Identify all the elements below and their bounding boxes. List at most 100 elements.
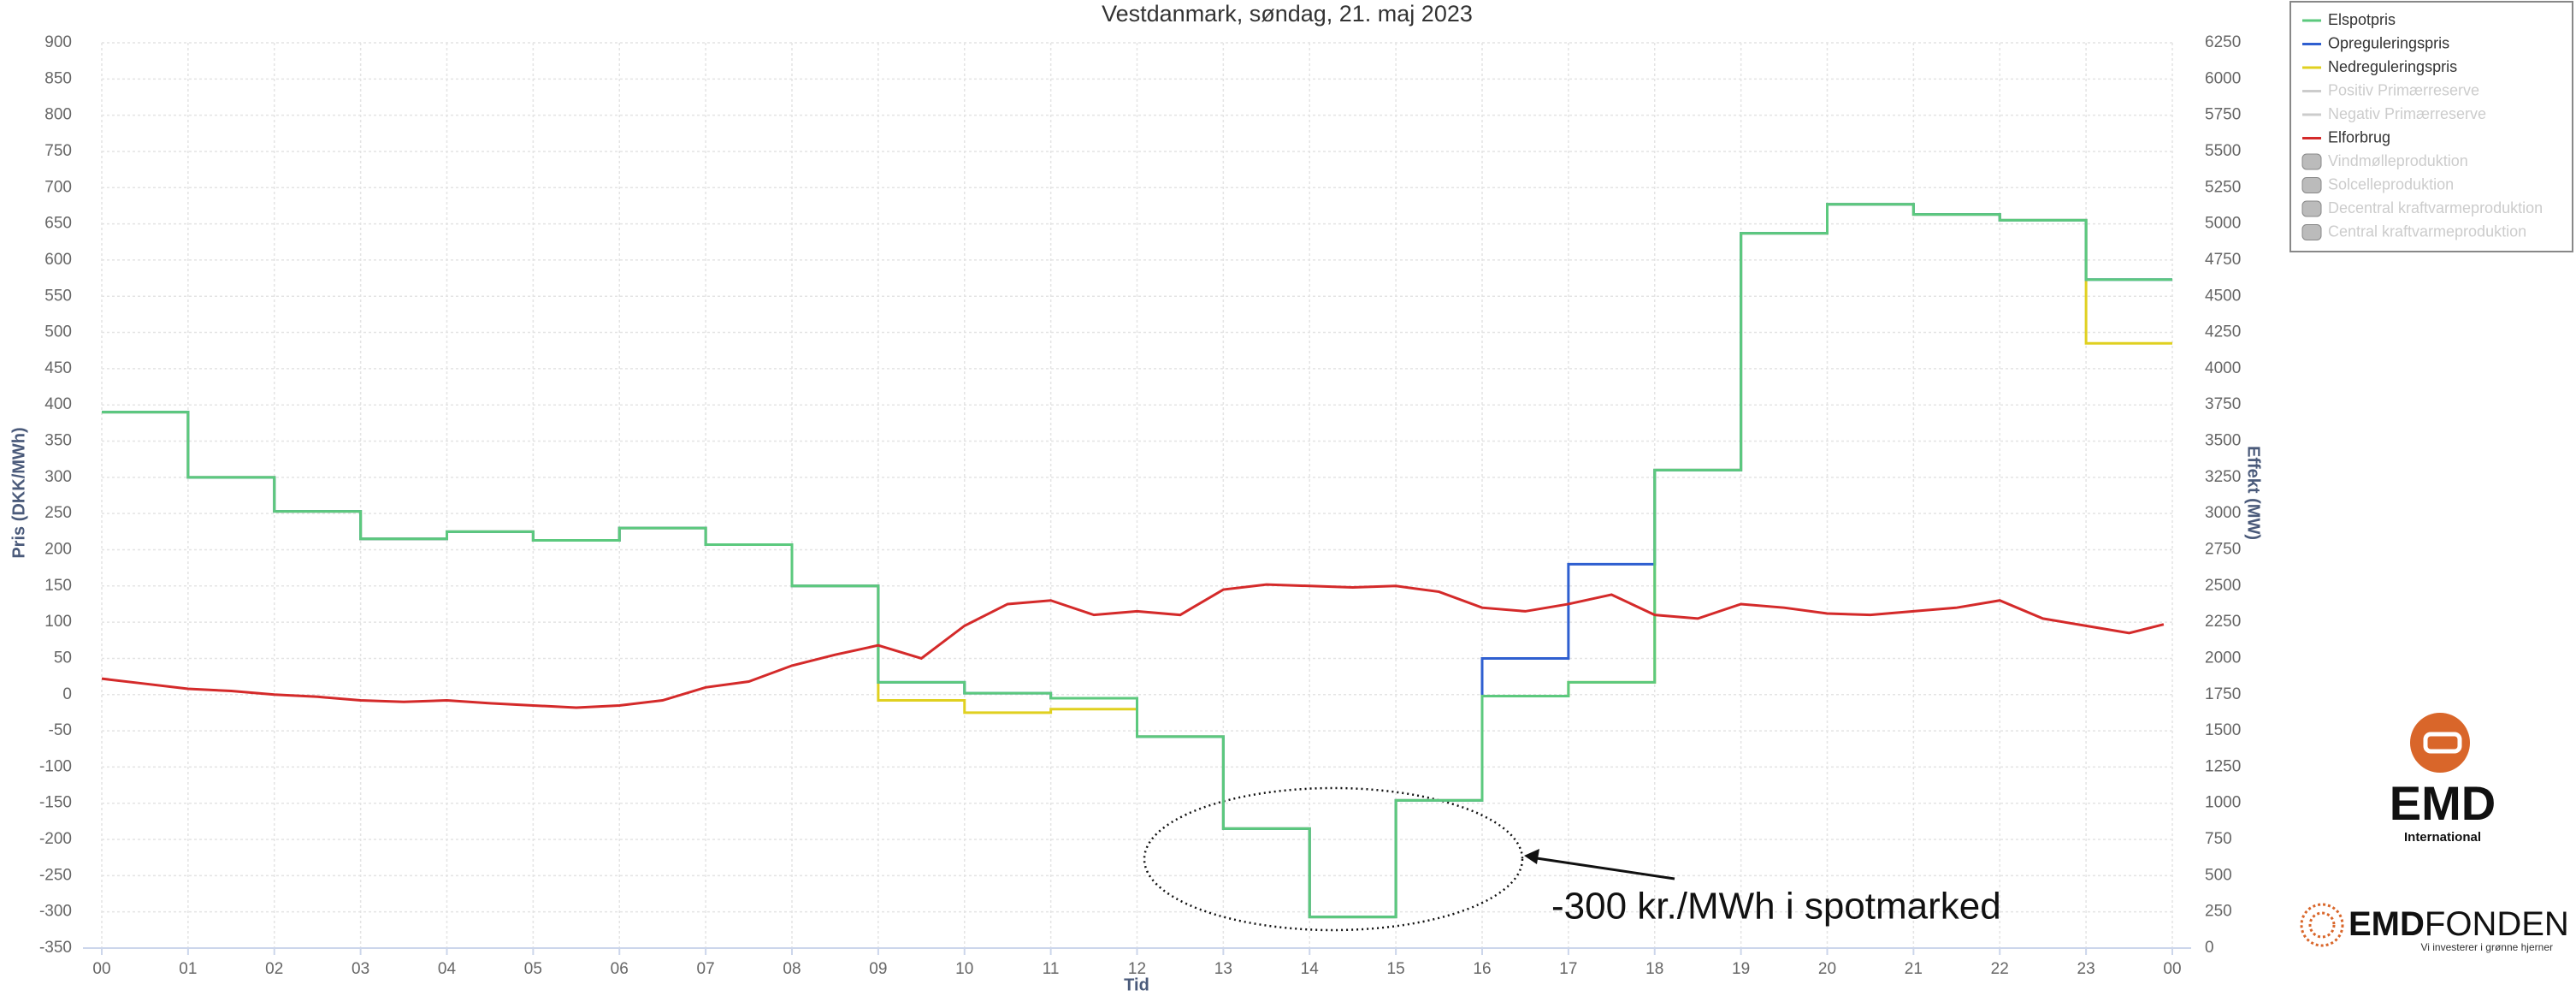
emd-logo-subtitle: International [2404, 830, 2481, 845]
y2-tick-label: 750 [2205, 830, 2232, 848]
y-tick-label: 750 [44, 142, 72, 160]
legend-swatch [2301, 224, 2322, 240]
annotation-arrow [1530, 856, 1675, 880]
x-tick-label: 23 [2077, 960, 2095, 978]
y-tick-label: 450 [44, 359, 72, 377]
x-tick-label: 09 [869, 960, 887, 978]
x-tick-label: 12 [1128, 960, 1146, 978]
y-tick-label: 600 [44, 251, 72, 269]
annotation-arrowhead [1524, 849, 1539, 864]
y2-tick-label: 500 [2205, 866, 2232, 884]
y2-tick-label: 4500 [2205, 287, 2241, 305]
legend-swatch [2301, 200, 2322, 217]
legend-swatch [2301, 153, 2322, 170]
legend-label: Central kraftvarmeproduktion [2328, 222, 2526, 240]
emd-logo-circle [2410, 713, 2470, 773]
y-tick-label: 250 [44, 504, 72, 522]
fonden-logo-light: FONDEN [2425, 905, 2569, 943]
fonden-logo-mark [2300, 903, 2344, 947]
annotation-ellipse [1143, 786, 1524, 932]
x-tick-label: 16 [1473, 960, 1491, 978]
y-tick-label: 100 [44, 613, 72, 631]
fonden-logo-subtitle: Vi investerer i grønne hjerner [2420, 941, 2553, 953]
x-tick-label: 20 [1818, 960, 1836, 978]
legend-label: Elforbrug [2328, 128, 2390, 145]
y2-axis-title: Effekt (MW) [2244, 446, 2263, 540]
legend-swatch [2301, 177, 2322, 193]
y2-tick-label: 4000 [2205, 359, 2241, 377]
y-tick-label: 50 [54, 649, 72, 667]
x-tick-label: 13 [1214, 960, 1232, 978]
legend-label: Vindmølleproduktion [2328, 152, 2468, 169]
x-tick-label: 06 [611, 960, 629, 978]
legend-label: Negativ Primærreserve [2328, 105, 2486, 122]
y-tick-label: -100 [39, 757, 72, 775]
y2-tick-label: 3250 [2205, 468, 2241, 486]
y2-tick-label: 4250 [2205, 323, 2241, 341]
y2-tick-label: 1000 [2205, 794, 2241, 812]
step-line [102, 203, 2172, 919]
y-tick-label: 300 [44, 468, 72, 486]
y-tick-label: 800 [44, 106, 72, 124]
x-tick-label: 04 [438, 960, 457, 978]
y-tick-label: 500 [44, 323, 72, 341]
y2-tick-label: 1250 [2205, 757, 2241, 775]
x-tick-label: 17 [1559, 960, 1577, 978]
fonden-logo-bold: EMD [2349, 905, 2425, 943]
x-tick-label: 21 [1905, 960, 1923, 978]
emd-logo-mark [2423, 732, 2462, 754]
y-tick-label: -50 [49, 721, 72, 739]
y2-tick-label: 6000 [2205, 69, 2241, 87]
y2-tick-label: 3000 [2205, 504, 2241, 522]
y-tick-label: -250 [39, 866, 72, 884]
legend-label: Solcelleproduktion [2328, 175, 2454, 193]
x-tick-label: 19 [1732, 960, 1750, 978]
legend-box [2289, 1, 2573, 252]
y2-tick-label: 2750 [2205, 540, 2241, 558]
y-tick-label: 550 [44, 287, 72, 305]
legend-label: Decentral kraftvarmeproduktion [2328, 199, 2543, 216]
emd-logo-text: EMD [2390, 776, 2496, 830]
y2-tick-label: 5750 [2205, 106, 2241, 124]
x-tick-label: 05 [524, 960, 542, 978]
y-tick-label: -200 [39, 830, 72, 848]
y2-tick-label: 5500 [2205, 142, 2241, 160]
y-tick-label: 350 [44, 432, 72, 450]
x-tick-label: 00 [2163, 960, 2181, 978]
y2-tick-label: 2500 [2205, 577, 2241, 595]
legend-label: Nedreguleringspris [2328, 58, 2457, 75]
y2-tick-label: 1750 [2205, 685, 2241, 703]
y-tick-label: 0 [62, 685, 72, 703]
x-tick-label: 08 [783, 960, 801, 978]
y2-tick-label: 0 [2205, 939, 2214, 957]
x-tick-label: 02 [265, 960, 283, 978]
y2-tick-label: 2250 [2205, 613, 2241, 631]
y2-tick-label: 4750 [2205, 251, 2241, 269]
x-tick-label: 11 [1043, 960, 1060, 978]
x-tick-label: 15 [1387, 960, 1405, 978]
fonden-logo-text: EMDFONDEN [2349, 905, 2569, 943]
y2-tick-label: 3500 [2205, 432, 2241, 450]
y2-tick-label: 250 [2205, 903, 2232, 921]
y2-tick-label: 6250 [2205, 33, 2241, 51]
y-tick-label: -150 [39, 794, 72, 812]
y-tick-label: 850 [44, 69, 72, 87]
x-tick-label: 07 [697, 960, 715, 978]
y2-tick-label: 1500 [2205, 721, 2241, 739]
y-axis-title: Pris (DKK/MWh) [9, 427, 28, 558]
y-tick-label: -300 [39, 903, 72, 921]
y2-tick-label: 3750 [2205, 395, 2241, 413]
y-tick-label: 150 [44, 577, 72, 595]
x-tick-label: 14 [1301, 960, 1320, 978]
y-tick-label: 900 [44, 33, 72, 51]
y2-tick-label: 5000 [2205, 215, 2241, 233]
x-tick-label: 01 [179, 960, 197, 978]
legend-label: Opreguleringspris [2328, 34, 2449, 51]
annotation: -300 kr./MWh i spotmarked [1551, 886, 2001, 928]
y-tick-label: 650 [44, 215, 72, 233]
y-tick-label: 400 [44, 395, 72, 413]
y-tick-label: 200 [44, 540, 72, 558]
line [101, 583, 2165, 709]
